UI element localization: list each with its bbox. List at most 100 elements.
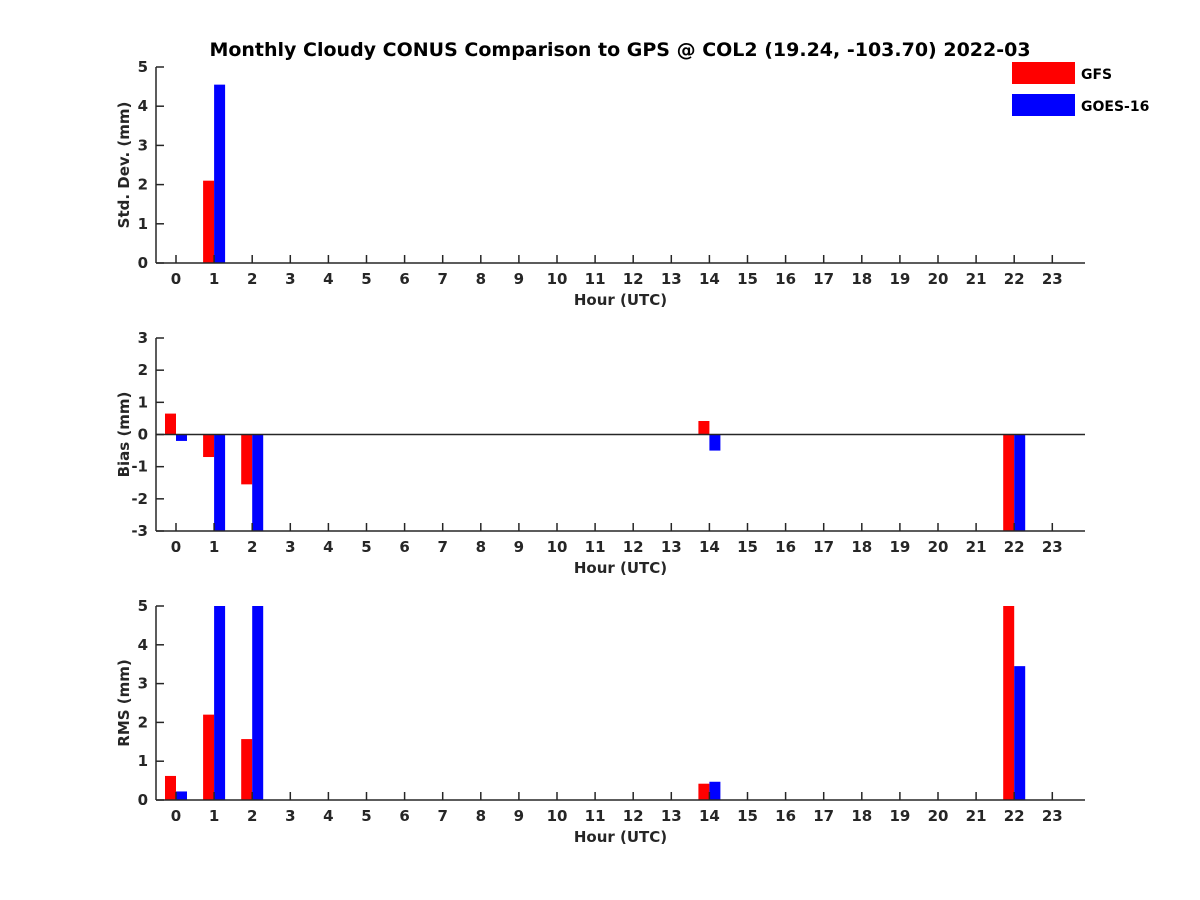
x-tick-label: 15 <box>737 538 758 556</box>
x-tick-label: 16 <box>775 807 796 825</box>
x-tick-label: 9 <box>514 538 524 556</box>
x-tick-label: 11 <box>585 270 606 288</box>
x-tick-label: 11 <box>585 538 606 556</box>
y-tick-label: 1 <box>138 752 148 770</box>
x-tick-label: 16 <box>775 270 796 288</box>
x-tick-label: 18 <box>851 807 872 825</box>
bar-stddev-gfs-hour-1 <box>203 180 215 263</box>
x-tick-label: 6 <box>399 807 409 825</box>
x-tick-label: 18 <box>851 270 872 288</box>
x-axis-title: Hour (UTC) <box>574 291 667 309</box>
x-tick-label: 12 <box>623 270 644 288</box>
bar-bias-gfs-hour-0 <box>165 413 176 435</box>
y-tick-label: 1 <box>138 393 148 411</box>
x-axis-title: Hour (UTC) <box>574 559 667 577</box>
bar-rms-gfs-hour-1 <box>203 714 215 800</box>
x-tick-label: 13 <box>661 538 682 556</box>
y-tick-label: 0 <box>138 254 148 272</box>
x-tick-label: 21 <box>966 807 987 825</box>
bar-rms-gfs-hour-0 <box>165 775 176 800</box>
x-tick-label: 6 <box>399 538 409 556</box>
x-tick-label: 22 <box>1004 538 1025 556</box>
x-tick-label: 17 <box>813 807 834 825</box>
x-tick-label: 4 <box>323 538 333 556</box>
x-tick-label: 10 <box>547 538 568 556</box>
x-tick-label: 3 <box>285 538 295 556</box>
x-tick-label: 2 <box>247 270 257 288</box>
x-tick-label: 1 <box>209 538 219 556</box>
x-tick-label: 14 <box>699 538 720 556</box>
x-tick-label: 15 <box>737 807 758 825</box>
x-tick-label: 17 <box>813 270 834 288</box>
y-tick-label: 3 <box>138 329 148 347</box>
x-tick-label: 7 <box>437 538 447 556</box>
x-tick-label: 8 <box>476 538 486 556</box>
x-tick-label: 3 <box>285 270 295 288</box>
bar-rms-goes16-hour-14 <box>709 781 721 800</box>
x-tick-label: 20 <box>928 807 949 825</box>
x-axis-title: Hour (UTC) <box>574 828 667 846</box>
x-tick-label: 22 <box>1004 270 1025 288</box>
x-tick-label: 19 <box>889 538 910 556</box>
bar-bias-goes16-hour-22 <box>1014 434 1026 531</box>
x-tick-label: 11 <box>585 807 606 825</box>
x-tick-label: 14 <box>699 807 720 825</box>
x-tick-label: 4 <box>323 807 333 825</box>
y-axis-title: Bias (mm) <box>115 392 133 478</box>
x-tick-label: 9 <box>514 270 524 288</box>
bar-bias-gfs-hour-14 <box>698 420 710 435</box>
bar-bias-goes16-hour-1 <box>214 434 226 531</box>
x-tick-label: 10 <box>547 270 568 288</box>
y-tick-label: 3 <box>138 136 148 154</box>
x-tick-label: 3 <box>285 807 295 825</box>
x-tick-label: 22 <box>1004 807 1025 825</box>
y-tick-label: 1 <box>138 215 148 233</box>
x-tick-label: 13 <box>661 270 682 288</box>
x-tick-label: 10 <box>547 807 568 825</box>
bar-rms-goes16-hour-1 <box>214 606 226 800</box>
y-tick-label: -3 <box>131 522 148 540</box>
x-tick-label: 4 <box>323 270 333 288</box>
x-tick-label: 6 <box>399 270 409 288</box>
x-tick-label: 0 <box>171 270 181 288</box>
x-tick-label: 23 <box>1042 270 1063 288</box>
x-tick-label: 19 <box>889 807 910 825</box>
y-tick-label: 2 <box>138 713 148 731</box>
x-tick-label: 0 <box>171 807 181 825</box>
chart-title: Monthly Cloudy CONUS Comparison to GPS @… <box>209 39 1030 61</box>
y-tick-label: 0 <box>138 426 148 444</box>
x-tick-label: 8 <box>476 270 486 288</box>
bar-rms-goes16-hour-22 <box>1014 666 1026 800</box>
bar-bias-goes16-hour-2 <box>252 434 264 531</box>
y-tick-label: 4 <box>138 636 148 654</box>
x-tick-label: 15 <box>737 270 758 288</box>
x-tick-label: 1 <box>209 807 219 825</box>
x-tick-label: 20 <box>928 270 949 288</box>
x-tick-label: 16 <box>775 538 796 556</box>
bar-rms-gfs-hour-14 <box>698 783 710 800</box>
x-tick-label: 2 <box>247 807 257 825</box>
x-tick-label: 13 <box>661 807 682 825</box>
legend-label-goes16: GOES-16 <box>1081 99 1149 115</box>
legend-label-gfs: GFS <box>1081 67 1112 83</box>
x-tick-label: 7 <box>437 270 447 288</box>
y-tick-label: -2 <box>131 490 148 508</box>
x-tick-label: 20 <box>928 538 949 556</box>
bar-bias-gfs-hour-22 <box>1003 434 1015 531</box>
legend-swatch-gfs <box>1012 62 1075 84</box>
y-tick-label: 0 <box>138 791 148 809</box>
bar-rms-goes16-hour-0 <box>176 791 187 800</box>
x-tick-label: 12 <box>623 538 644 556</box>
legend-swatch-goes16 <box>1012 94 1075 116</box>
x-tick-label: 1 <box>209 270 219 288</box>
x-tick-label: 7 <box>437 807 447 825</box>
bar-stddev-goes16-hour-1 <box>214 84 226 263</box>
x-tick-label: 17 <box>813 538 834 556</box>
bar-rms-gfs-hour-2 <box>241 739 253 800</box>
y-tick-label: 2 <box>138 361 148 379</box>
y-axis-title: Std. Dev. (mm) <box>115 102 133 229</box>
